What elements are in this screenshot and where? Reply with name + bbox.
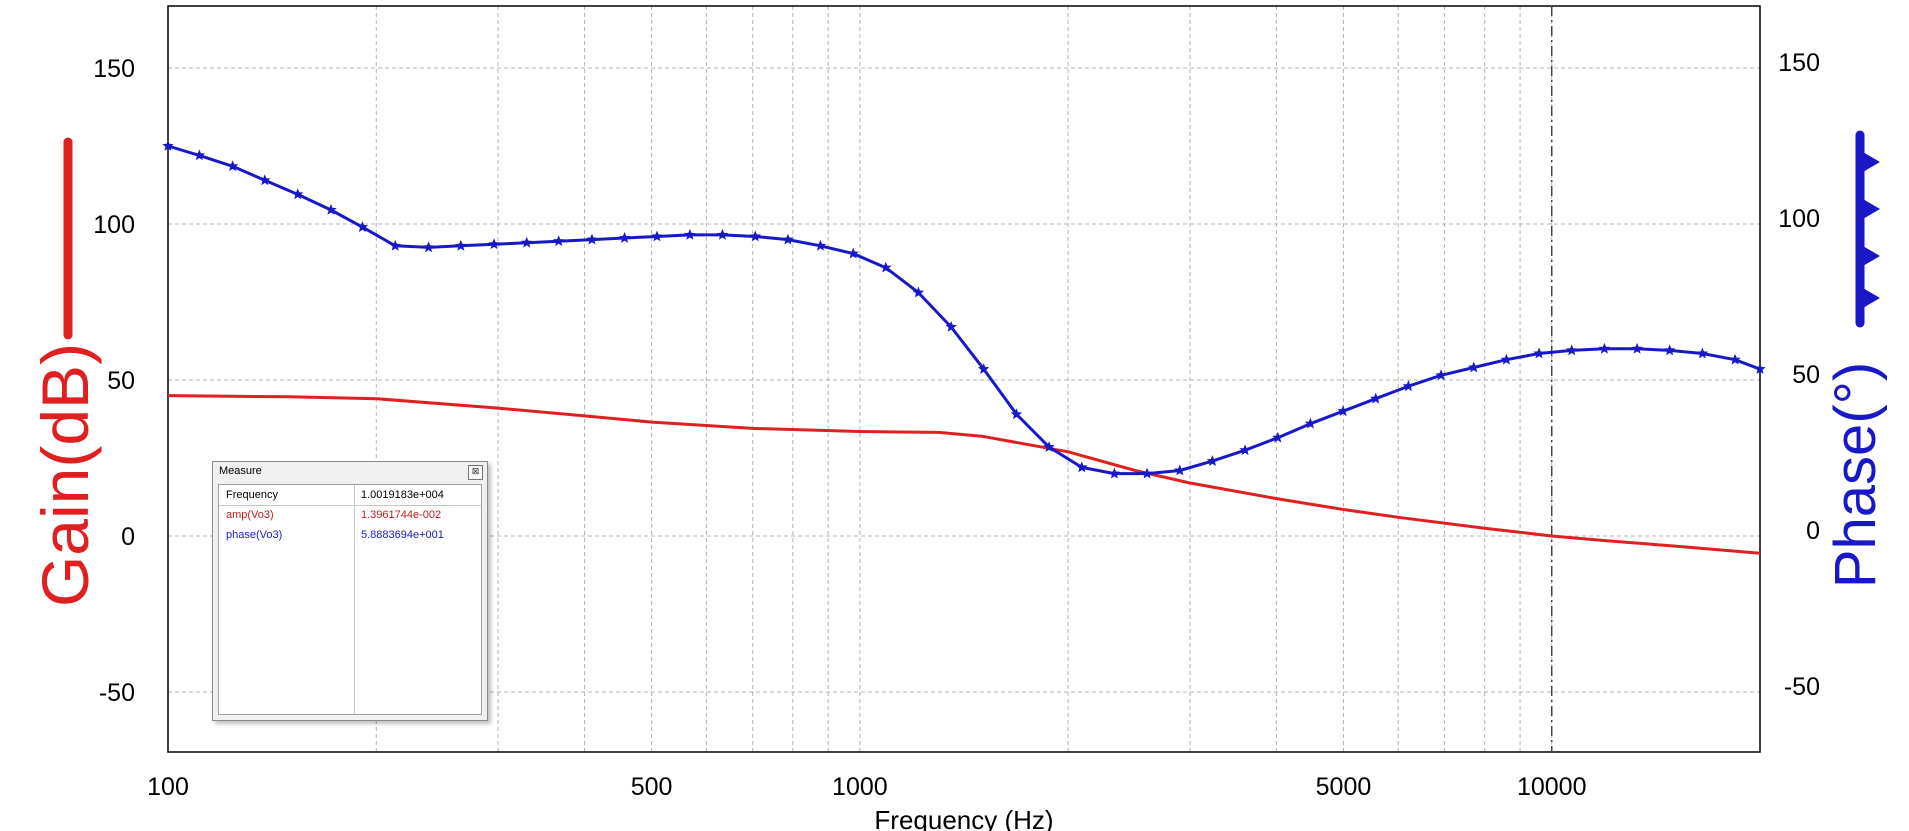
measure-key: Frequency [226,489,278,501]
measure-value: 5.8883694e+001 [361,529,444,541]
x-axis-label: Frequency (Hz) [874,805,1053,831]
phase-data-point [1239,444,1251,456]
gain-series-line [167,394,1761,555]
y-tick-label-left: 0 [121,523,135,551]
phase-data-point [1010,408,1023,420]
phase-data-point [356,221,369,232]
phase-data-point [1206,455,1219,466]
legend-phase-marker [1856,148,1880,176]
phase-data-point [162,140,174,151]
phase-data-point [1402,380,1415,392]
phase-data-point [880,261,892,273]
grid-lines [168,6,1760,752]
phase-data-point [782,233,794,245]
phase-data-point [586,233,598,245]
legend-phase-marker [1856,284,1880,312]
phase-data-point [1043,441,1055,452]
legend-phase-line [1855,130,1880,328]
phase-data-point [1076,461,1088,473]
series-group [162,140,1766,555]
y-axis-label-right: Phase(°) [1823,362,1888,588]
phase-data-point [684,228,696,240]
phase-data-point [389,239,401,251]
x-tick-label: 10000 [1517,773,1587,801]
y-tick-label-right: 150 [1778,49,1820,77]
y-axis-label-left: Gain(dB) [28,343,102,607]
y-tick-label-right: 50 [1792,361,1820,389]
phase-data-point [1370,392,1382,404]
phase-data-point [814,239,827,251]
measure-value: 1.3961744e-002 [361,509,442,521]
y-tick-labels-right: 150 100 50 0 -50 [1778,49,1820,701]
phase-data-point [455,239,467,251]
phase-data-point [1729,353,1741,365]
y-tick-labels-left: 150 100 50 0 -50 [93,55,135,707]
y-tick-label-right: -50 [1784,673,1820,701]
phase-data-point [945,321,957,332]
measure-key: phase(Vo3) [226,529,283,541]
phase-data-point [1337,405,1349,417]
measure-key: amp(Vo3) [226,509,274,521]
phase-data-point [1566,344,1578,356]
phase-data-point [1272,431,1284,443]
phase-data-point [1696,347,1709,359]
phase-data-point [325,204,337,215]
phase-data-point [422,241,435,253]
phase-data-point [488,238,500,250]
measure-row-frequency[interactable]: Frequency 1.0019183e+004 [219,485,481,506]
phase-data-point [1664,344,1676,356]
measure-value: 1.0019183e+004 [361,489,444,501]
legend-phase-marker [1856,195,1880,223]
plot-frame [167,5,1761,753]
phase-data-point [292,188,304,200]
phase-data-point [553,235,565,246]
x-tick-labels: 100 500 1000 5000 10000 [147,773,1586,801]
y-tick-label-left: 150 [93,55,135,83]
phase-data-point [1754,363,1766,374]
phase-data-point [1500,353,1513,365]
close-icon[interactable]: ⊠ [468,465,483,480]
phase-data-point [1304,417,1317,429]
y-tick-label-right: 0 [1806,517,1820,545]
measure-table: Frequency 1.0019183e+004 amp(Vo3) 1.3961… [218,484,482,715]
measure-title: Measure [219,465,262,477]
phase-data-point [651,230,663,242]
measure-row-phase[interactable]: phase(Vo3) 5.8883694e+001 [219,525,481,545]
measure-row-amp[interactable]: amp(Vo3) 1.3961744e-002 [219,505,481,525]
y-tick-label-left: 100 [93,211,135,239]
y-tick-label-left: -50 [99,679,135,707]
phase-series-line [167,144,1761,476]
phase-data-point [521,236,533,248]
phase-data-point [912,286,925,298]
measure-panel[interactable]: Measure ⊠ Frequency 1.0019183e+004 amp(V… [212,461,488,721]
phase-data-point [193,149,206,161]
phase-data-point [226,160,239,172]
y-tick-label-left: 50 [107,367,135,395]
phase-data-point [1468,361,1480,373]
x-tick-label: 5000 [1316,773,1372,801]
phase-data-point [618,232,631,243]
x-tick-label: 500 [631,773,673,801]
phase-data-point [259,174,271,186]
x-tick-label: 1000 [832,773,888,801]
phase-data-point [1631,342,1643,354]
legend-phase-marker [1856,242,1880,270]
y-tick-label-right: 100 [1778,205,1820,233]
phase-data-point [1174,464,1186,476]
phase-data-point [1598,342,1611,354]
phase-data-point [978,363,990,374]
x-tick-label: 100 [147,773,189,801]
phase-data-point [1533,347,1545,359]
phase-data-point [1108,467,1121,479]
phase-data-point [847,247,859,259]
phase-data-point [1141,467,1153,479]
phase-data-point [716,228,729,240]
phase-data-point [1435,369,1447,381]
measure-column-divider [354,485,355,714]
phase-data-point [749,230,761,242]
